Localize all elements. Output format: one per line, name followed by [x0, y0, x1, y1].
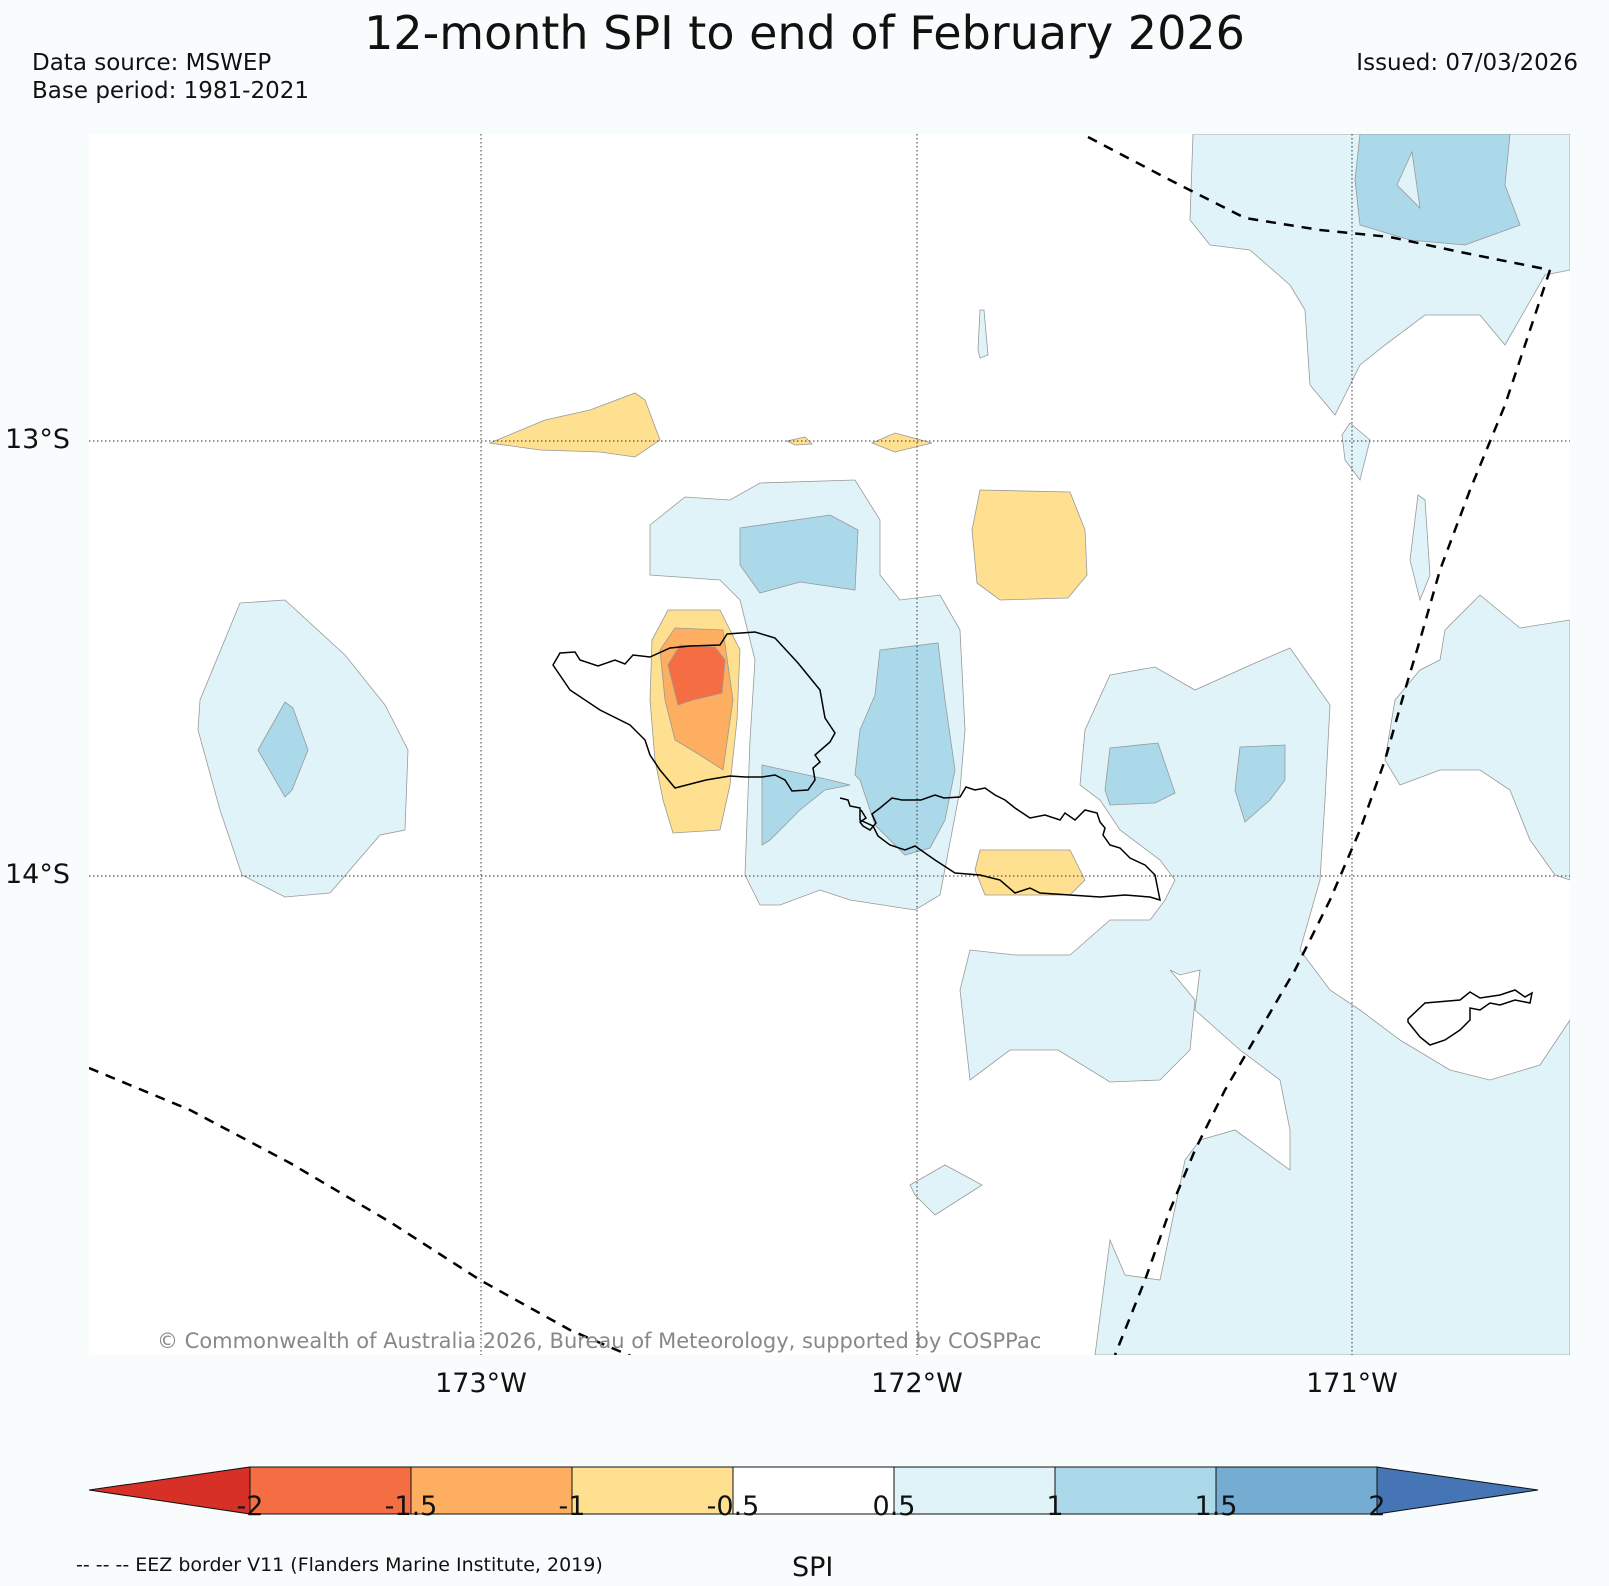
copyright-notice: © Commonwealth of Australia 2026, Bureau… — [157, 1329, 1042, 1353]
savaii-island — [552, 631, 836, 792]
very-wet-2 — [854, 642, 956, 856]
colorbar-tick: 1 — [1046, 1491, 1064, 1522]
colorbar-tick: -1.5 — [384, 1491, 438, 1522]
wet-region-far-east — [1384, 594, 1570, 881]
very-wet-3 — [761, 764, 851, 846]
very-wet-6 — [257, 701, 309, 798]
colorbar-bin-6 — [1054, 1466, 1217, 1515]
lon-label-173w: 173°W — [435, 1368, 527, 1399]
dry-spot-2 — [870, 432, 933, 453]
lon-label-171w: 171°W — [1306, 1368, 1398, 1399]
wet-region-east — [959, 647, 1570, 1355]
upolu-island — [839, 786, 1161, 902]
colorbar-tick: 0.5 — [872, 1491, 916, 1522]
lon-label-172w: 172°W — [871, 1368, 963, 1399]
colorbar-bin-4 — [732, 1466, 895, 1515]
colorbar-tick: -2 — [236, 1491, 264, 1522]
colorbar-tick: -0.5 — [706, 1491, 760, 1522]
tutuila-island — [1407, 989, 1534, 1046]
colorbar-tick: -1 — [558, 1491, 586, 1522]
map-title: 12-month SPI to end of February 2026 — [364, 6, 1245, 60]
graticule — [89, 134, 1570, 1355]
data-source: Data source: MSWEP — [32, 50, 272, 76]
lat-label-14s: 14°S — [5, 859, 70, 890]
colorbar-tick: 2 — [1368, 1491, 1386, 1522]
severely-dry — [667, 644, 726, 706]
colorbar-label: SPI — [792, 1552, 834, 1583]
colorbar-tick: 1.5 — [1194, 1491, 1238, 1522]
lat-label-13s: 13°S — [5, 424, 70, 455]
base-period: Base period: 1981-2021 — [32, 78, 310, 104]
colorbar-bin-7 — [1215, 1466, 1378, 1515]
eez-legend-note: -- -- -- EEZ border V11 (Flanders Marine… — [76, 1554, 603, 1576]
dry-region-central-north — [971, 489, 1088, 601]
eez-borders — [89, 135, 1552, 1355]
wet-spot-4 — [909, 1164, 983, 1216]
dry-spot-1 — [785, 436, 813, 446]
very-wet-4 — [1104, 742, 1176, 806]
wet-spot-3 — [1409, 494, 1431, 602]
very-wet-1 — [739, 514, 859, 594]
issued-date: Issued: 07/03/2026 — [1356, 50, 1578, 76]
very-wet-5 — [1234, 744, 1286, 823]
very-wet-ne — [1354, 134, 1521, 246]
colorbar-bin-5 — [893, 1466, 1056, 1515]
colorbar-bin-2 — [410, 1466, 573, 1515]
colorbar-extend-low — [88, 1466, 251, 1515]
wet-spot-1 — [977, 309, 989, 359]
coastlines — [552, 631, 1534, 1046]
colorbar-bin-1 — [249, 1466, 412, 1515]
spi-contours — [89, 134, 1570, 1355]
colorbar-extend-high — [1376, 1466, 1539, 1515]
colorbar — [88, 1466, 1539, 1515]
